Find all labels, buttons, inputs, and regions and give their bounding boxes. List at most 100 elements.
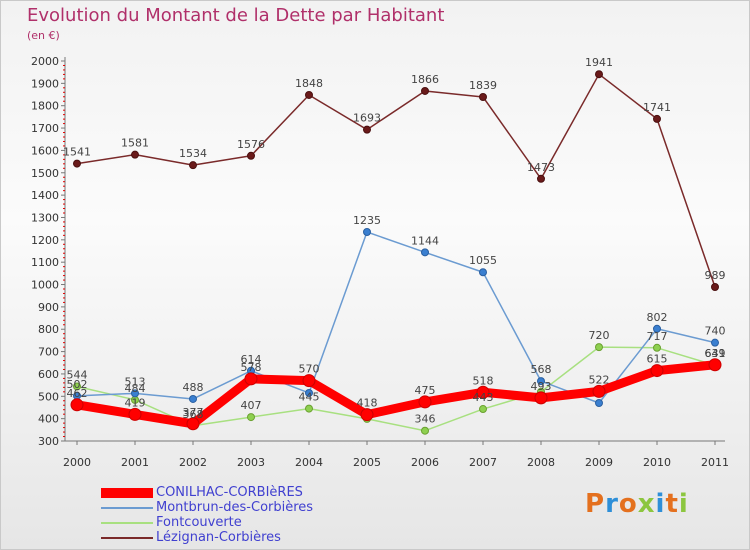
data-point xyxy=(418,395,432,409)
x-tick-label: 2003 xyxy=(237,456,265,469)
data-point xyxy=(186,417,200,431)
data-point xyxy=(244,372,258,386)
data-point xyxy=(479,92,487,101)
data-point xyxy=(305,90,313,99)
data-point xyxy=(305,388,313,397)
data-point xyxy=(421,248,429,257)
legend: CONILHAC-CORBIèRES Montbrun-des-Corbière… xyxy=(101,485,313,545)
data-point xyxy=(363,228,371,236)
legend-label-fontcouverte: Fontcouverte xyxy=(156,515,242,530)
y-tick-label: 1100 xyxy=(31,256,59,269)
legend-swatch-lezignan xyxy=(101,536,153,539)
data-label: 1941 xyxy=(585,56,613,69)
data-label: 484 xyxy=(125,382,146,395)
data-label: 740 xyxy=(705,325,726,338)
data-label: 513 xyxy=(125,375,146,388)
data-label: 615 xyxy=(647,353,668,366)
data-label: 1839 xyxy=(469,79,497,92)
data-point xyxy=(128,407,142,421)
data-label: 639 xyxy=(705,347,726,360)
y-tick-label: 1300 xyxy=(31,211,59,224)
x-tick-label: 2002 xyxy=(179,456,207,469)
data-point xyxy=(360,408,374,422)
x-tick-label: 2011 xyxy=(701,456,729,469)
legend-item-montbrun[interactable]: Montbrun-des-Corbières xyxy=(101,500,313,515)
chart-title: Evolution du Montant de la Dette par Hab… xyxy=(27,5,445,26)
data-point xyxy=(595,399,603,407)
data-label: 1473 xyxy=(527,161,555,174)
data-point xyxy=(708,358,722,372)
data-point xyxy=(363,125,371,134)
data-label: 1576 xyxy=(237,138,265,151)
data-label: 1144 xyxy=(411,234,439,247)
data-label: 488 xyxy=(183,381,204,394)
data-label: 377 xyxy=(183,406,204,419)
data-point xyxy=(592,384,606,398)
data-label: 1866 xyxy=(411,73,439,86)
x-tick-label: 2005 xyxy=(353,456,381,469)
data-label: 445 xyxy=(299,391,320,404)
logo-letter: i xyxy=(678,489,689,519)
data-point xyxy=(247,151,255,160)
legend-swatch-montbrun xyxy=(101,506,153,509)
data-label: 1235 xyxy=(353,214,381,227)
x-tick-label: 2004 xyxy=(295,456,323,469)
x-tick-label: 2001 xyxy=(121,456,149,469)
data-point xyxy=(421,86,429,95)
data-label: 493 xyxy=(531,380,552,393)
y-tick-label: 400 xyxy=(38,413,59,426)
data-point xyxy=(476,385,490,399)
y-tick-label: 1700 xyxy=(31,122,59,135)
data-point xyxy=(479,268,487,277)
data-point xyxy=(650,364,664,378)
series-line-3 xyxy=(76,73,716,288)
data-point xyxy=(131,389,139,398)
series-line-0 xyxy=(72,360,720,429)
data-label: 368 xyxy=(183,408,204,421)
x-tick-label: 2009 xyxy=(585,456,613,469)
data-point xyxy=(534,391,548,405)
data-label: 346 xyxy=(415,413,436,426)
data-label: 568 xyxy=(531,363,552,376)
data-label: 570 xyxy=(299,363,320,376)
legend-label-montbrun: Montbrun-des-Corbières xyxy=(156,500,314,515)
y-tick-label: 900 xyxy=(38,301,59,314)
data-point xyxy=(653,343,661,352)
data-label: 443 xyxy=(473,391,494,404)
chart-subtitle: (en €) xyxy=(27,29,60,42)
data-point xyxy=(537,174,545,183)
data-label: 641 xyxy=(705,347,726,360)
y-tick-label: 1800 xyxy=(31,100,59,113)
data-label: 518 xyxy=(473,374,494,387)
y-tick-label: 300 xyxy=(38,435,59,448)
data-point xyxy=(73,159,81,168)
series-line-1 xyxy=(76,231,716,404)
data-point xyxy=(653,324,661,333)
data-label: 462 xyxy=(67,387,88,400)
y-tick-label: 1500 xyxy=(31,167,59,180)
data-label: 1534 xyxy=(179,147,207,160)
logo-letter: i xyxy=(655,489,666,519)
data-label: 419 xyxy=(125,396,146,409)
x-tick-label: 2008 xyxy=(527,456,555,469)
data-point xyxy=(421,426,429,435)
data-point xyxy=(711,282,719,291)
x-tick-label: 2007 xyxy=(469,456,497,469)
legend-label-conilhac: CONILHAC-CORBIèRES xyxy=(156,485,303,500)
x-tick-label: 2010 xyxy=(643,456,671,469)
data-label: 1741 xyxy=(643,101,671,114)
logo-letter: t xyxy=(665,489,679,519)
data-label: 989 xyxy=(705,269,726,282)
legend-item-conilhac[interactable]: CONILHAC-CORBIèRES xyxy=(101,485,313,500)
x-tick-label: 2006 xyxy=(411,456,439,469)
data-point xyxy=(595,70,603,79)
data-point xyxy=(537,377,545,386)
data-point xyxy=(189,394,197,403)
data-point xyxy=(131,150,139,159)
logo-letter: o xyxy=(618,489,638,519)
legend-item-fontcouverte[interactable]: Fontcouverte xyxy=(101,515,313,530)
y-tick-label: 600 xyxy=(38,368,59,381)
legend-item-lezignan[interactable]: Lézignan-Corbières xyxy=(101,530,313,545)
y-tick-label: 700 xyxy=(38,346,59,359)
